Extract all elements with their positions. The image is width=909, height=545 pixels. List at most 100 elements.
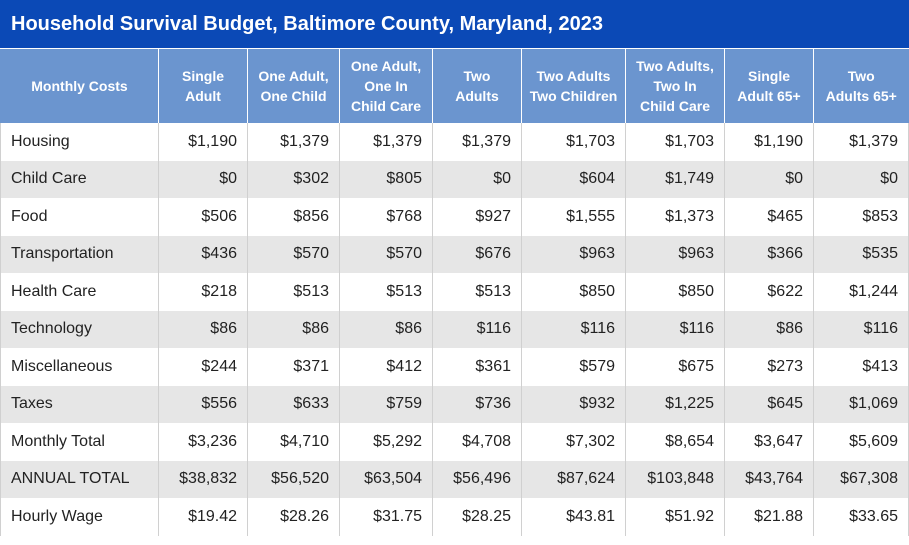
table-cell: $86 <box>339 310 433 348</box>
table-cell: $963 <box>625 235 725 273</box>
table-cell: $103,848 <box>625 460 725 498</box>
table-cell: $927 <box>432 198 522 236</box>
table-cell: $8,654 <box>625 423 725 461</box>
column-header-line: Adult 65+ <box>737 88 801 104</box>
table-cell: $1,703 <box>625 123 725 161</box>
table-cell: $19.42 <box>158 498 248 536</box>
table-cell: $116 <box>432 310 522 348</box>
table-cell: $31.75 <box>339 498 433 536</box>
table-cell: $116 <box>813 310 909 348</box>
column-header: Monthly Costs <box>0 48 159 123</box>
row-label: Health Care <box>0 273 159 311</box>
table-cell: $5,292 <box>339 423 433 461</box>
table-cell: $1,069 <box>813 385 909 423</box>
table-cell: $86 <box>247 310 340 348</box>
table-row: ANNUAL TOTAL $38,832 $56,520 $63,504 $56,496… <box>0 460 909 498</box>
table-cell: $1,190 <box>158 123 248 161</box>
budget-table: Monthly Costs Single Adult One Adult, One Ch… <box>0 48 909 536</box>
column-header: One Adult, One Child <box>247 48 340 123</box>
table-cell: $1,555 <box>521 198 626 236</box>
table-row: Transportation $436 $570 $570 $676 $963 $963 $3… <box>0 235 909 273</box>
table-cell: $43,764 <box>724 460 814 498</box>
column-header: Two Adults <box>432 48 522 123</box>
row-label: Transportation <box>0 235 159 273</box>
column-header-line: Child Care <box>350 98 421 114</box>
column-header-line: Two Adults, <box>636 58 714 74</box>
table-cell: $116 <box>625 310 725 348</box>
table-cell: $371 <box>247 348 340 386</box>
table-cell: $28.26 <box>247 498 340 536</box>
table-cell: $676 <box>432 235 522 273</box>
table-cell: $853 <box>813 198 909 236</box>
column-header: Two Adults, Two In Child Care <box>625 48 725 123</box>
table-cell: $413 <box>813 348 909 386</box>
table-cell: $622 <box>724 273 814 311</box>
row-label: Food <box>0 198 159 236</box>
table-cell: $1,379 <box>247 123 340 161</box>
table-cell: $932 <box>521 385 626 423</box>
table-row: Child Care $0 $302 $805 $0 $604 $1,749 $0 $0 <box>0 160 909 198</box>
column-header: Single Adult <box>158 48 248 123</box>
column-header-line: Adults 65+ <box>825 88 897 104</box>
column-header-line: One In <box>364 78 408 94</box>
table-cell: $579 <box>521 348 626 386</box>
table-cell: $570 <box>247 235 340 273</box>
table-cell: $604 <box>521 160 626 198</box>
table-cell: $56,496 <box>432 460 522 498</box>
column-header-line: Two <box>847 68 875 84</box>
table-cell: $67,308 <box>813 460 909 498</box>
column-header-line: Monthly Costs <box>31 78 128 94</box>
table-cell: $116 <box>521 310 626 348</box>
table-cell: $513 <box>247 273 340 311</box>
column-header-line: Single <box>181 68 224 84</box>
table-body: Housing $1,190 $1,379 $1,379 $1,379 $1,703 $1,… <box>0 123 909 536</box>
table-cell: $570 <box>339 235 433 273</box>
table-cell: $759 <box>339 385 433 423</box>
table-cell: $0 <box>813 160 909 198</box>
table-cell: $43.81 <box>521 498 626 536</box>
table-row: Monthly Total $3,236 $4,710 $5,292 $4,708 $7,… <box>0 423 909 461</box>
table-cell: $218 <box>158 273 248 311</box>
page-title: Household Survival Budget, Baltimore Cou… <box>0 0 909 48</box>
table-cell: $436 <box>158 235 248 273</box>
column-header-line: Two In <box>653 78 697 94</box>
table-cell: $21.88 <box>724 498 814 536</box>
table-cell: $3,236 <box>158 423 248 461</box>
table-cell: $0 <box>724 160 814 198</box>
row-label: Miscellaneous <box>0 348 159 386</box>
table-cell: $33.65 <box>813 498 909 536</box>
table-cell: $366 <box>724 235 814 273</box>
row-label: Hourly Wage <box>0 498 159 536</box>
table-cell: $1,225 <box>625 385 725 423</box>
table-cell: $805 <box>339 160 433 198</box>
row-label: Housing <box>0 123 159 161</box>
table-cell: $5,609 <box>813 423 909 461</box>
table-cell: $556 <box>158 385 248 423</box>
table-cell: $244 <box>158 348 248 386</box>
table-cell: $1,190 <box>724 123 814 161</box>
table-cell: $645 <box>724 385 814 423</box>
table-cell: $513 <box>339 273 433 311</box>
table-cell: $0 <box>158 160 248 198</box>
column-header-line: Adult <box>185 88 221 104</box>
table-cell: $963 <box>521 235 626 273</box>
table-cell: $7,302 <box>521 423 626 461</box>
table-cell: $28.25 <box>432 498 522 536</box>
table-cell: $361 <box>432 348 522 386</box>
table-cell: $856 <box>247 198 340 236</box>
table-cell: $0 <box>432 160 522 198</box>
table-cell: $633 <box>247 385 340 423</box>
column-header: Single Adult 65+ <box>724 48 814 123</box>
table-row: Food $506 $856 $768 $927 $1,555 $1,373 $465 $853 <box>0 198 909 236</box>
table-row: Housing $1,190 $1,379 $1,379 $1,379 $1,703 $1,… <box>0 123 909 161</box>
table-cell: $675 <box>625 348 725 386</box>
table-cell: $465 <box>724 198 814 236</box>
table-cell: $302 <box>247 160 340 198</box>
table-cell: $38,832 <box>158 460 248 498</box>
table-cell: $51.92 <box>625 498 725 536</box>
table-cell: $56,520 <box>247 460 340 498</box>
table-header-row: Monthly Costs Single Adult One Adult, One Ch… <box>0 48 909 123</box>
table-cell: $736 <box>432 385 522 423</box>
table-cell: $1,703 <box>521 123 626 161</box>
row-label: Monthly Total <box>0 423 159 461</box>
